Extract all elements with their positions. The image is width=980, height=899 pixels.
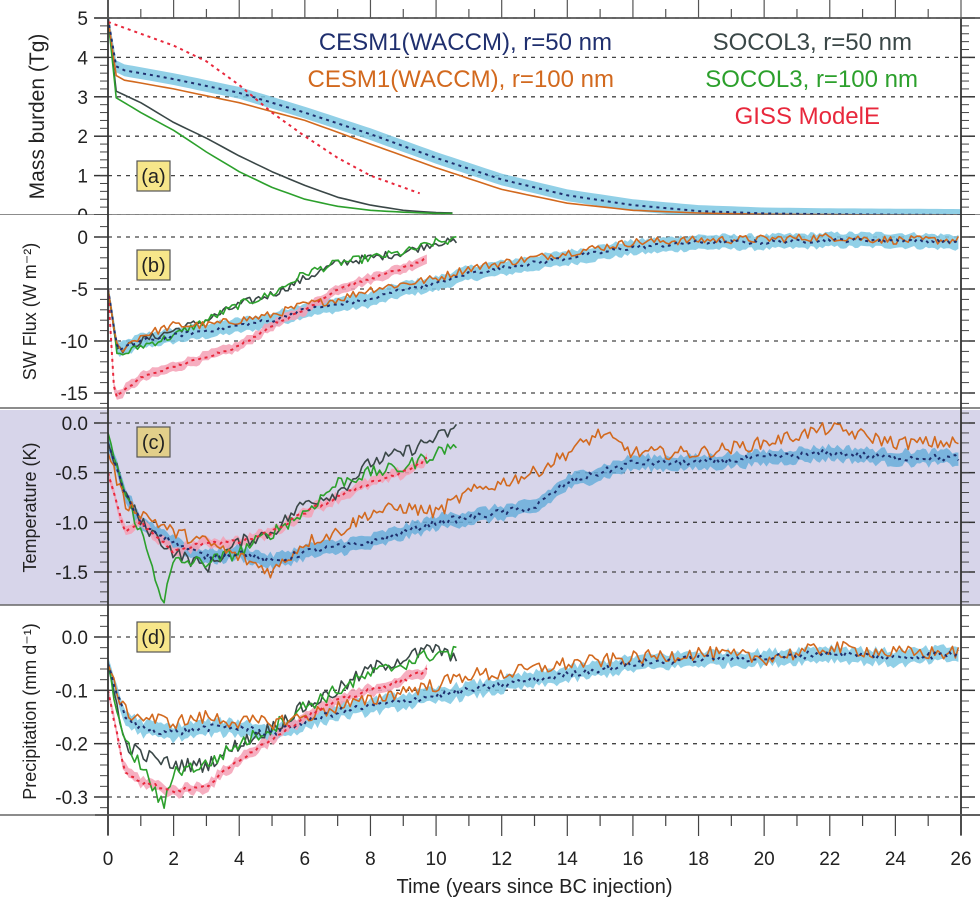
cesm-r50-spread-band [108, 231, 959, 357]
cesm-r100-line [108, 232, 960, 353]
x-tick-label: 14 [557, 849, 579, 870]
x-tick-label: 0 [103, 849, 114, 870]
panel-tag-label: (b) [141, 255, 165, 277]
y-tick-label: 0.0 [62, 628, 88, 649]
y-tick-label: -5 [71, 280, 88, 301]
x-tick-label: 4 [234, 849, 245, 870]
cesm-r50-spread-band [108, 436, 959, 571]
y-axis-title: Precipitation (mm d⁻¹) [20, 623, 40, 800]
x-tick-label: 12 [491, 849, 512, 870]
panel-a: 012345Mass burden (Tg)(a) [0, 9, 980, 227]
x-tick-label: 26 [950, 849, 971, 870]
giss-modele-line [108, 256, 428, 398]
socol3-r50-line [108, 423, 458, 573]
y-tick-label: 2 [77, 127, 88, 148]
socol3-r50-line [108, 18, 453, 214]
y-tick-label: 5 [77, 9, 88, 30]
panel-tag-box [136, 426, 171, 458]
series-group [108, 231, 960, 400]
y-tick-label: -10 [61, 332, 88, 353]
socol3-r50-line [108, 643, 458, 773]
y-tick-label: -15 [61, 384, 88, 405]
y-axis-title: Mass burden (Tg) [26, 34, 49, 200]
x-axis-title: Time (years since BC injection) [396, 876, 672, 898]
panel-d: 0.0 -0.1 -0.2 -0.3 Precipitation (mm d⁻¹) (d) [0, 608, 980, 816]
cesm-r100-line [108, 422, 959, 579]
y-tick-label: 0.0 [62, 414, 88, 435]
socol3-r100-line [108, 18, 453, 215]
legend-entry: SOCOL3, r=100 nm [705, 66, 918, 93]
x-tick-label: 10 [426, 849, 447, 870]
y-tick-label: 0 [77, 228, 88, 249]
socol3-r100-line [108, 236, 457, 356]
panel-tag-box [136, 249, 171, 281]
socol3-r100-line [108, 645, 457, 809]
x-tick-label: 18 [688, 849, 709, 870]
y-tick-label: 3 [77, 88, 88, 109]
y-tick-label: -0.2 [55, 735, 88, 756]
giss-modele-line [108, 456, 428, 555]
x-tick-label: 16 [622, 849, 643, 870]
y-tick-label: -1.5 [55, 563, 88, 584]
panel-tag-label: (d) [141, 627, 165, 649]
y-tick-label: -0.3 [55, 788, 88, 809]
x-tick-label: 20 [754, 849, 775, 870]
series-group [108, 640, 960, 809]
x-tick-label: 6 [300, 849, 311, 870]
giss-spread-band [108, 664, 427, 799]
cesm-r50-line [108, 237, 960, 351]
y-tick-label: 4 [77, 48, 88, 69]
cesm-r100-line [108, 640, 960, 731]
panel-tag-label: (a) [141, 166, 165, 188]
y-tick-label: -1.0 [55, 513, 88, 534]
x-tick-label: 2 [168, 849, 179, 870]
y-tick-label: 1 [77, 167, 88, 188]
cesm-r50-line [108, 649, 960, 736]
y-tick-label: -0.1 [55, 681, 88, 702]
legend-entry: SOCOL3, r=50 nm [713, 29, 912, 56]
legend-entry: CESM1(WACCM), r=50 nm [319, 29, 612, 56]
y-tick-label: -0.5 [55, 464, 88, 485]
panel-c: 0.0 -0.5 -1.0 -1.5 Temperature (K) (c) [0, 410, 980, 606]
cesm-r50-line [108, 442, 960, 564]
panel-tag-box [136, 621, 171, 653]
giss-modele-line [108, 20, 421, 195]
x-tick-label: 8 [365, 849, 376, 870]
panel-tag-box [136, 160, 171, 192]
legend-entry: CESM1(WACCM), r=100 nm [308, 66, 615, 93]
x-tick-label: 24 [885, 849, 907, 870]
series-group [108, 422, 960, 604]
giss-modele-line [108, 667, 428, 794]
legend-entry: GISS ModelE [735, 103, 880, 130]
x-tick-label: 22 [819, 849, 840, 870]
panel-tag-label: (c) [142, 432, 165, 454]
panel-b: 0 -5 -10 -15 SW Flux (W m⁻²) (b) [0, 215, 980, 409]
y-axis-title: Temperature (K) [20, 442, 40, 572]
cesm-r50-line [108, 18, 961, 215]
y-axis-title: SW Flux (W m⁻²) [20, 243, 40, 380]
